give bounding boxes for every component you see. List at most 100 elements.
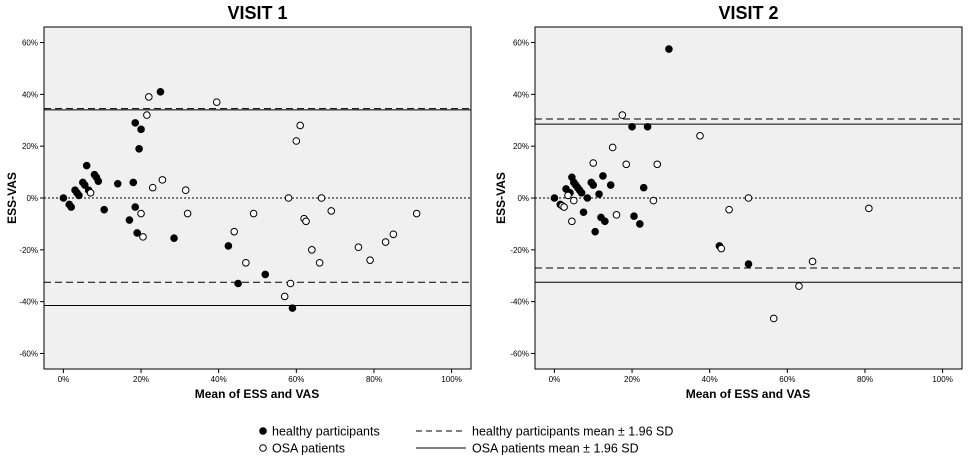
healthy-participant-point	[59, 194, 68, 202]
osa-patient-point	[139, 233, 147, 241]
healthy-participant-point	[135, 144, 143, 153]
healthy-participant-point	[137, 125, 145, 134]
x-tick-label: 80%	[857, 375, 873, 384]
healthy-participant-point	[288, 304, 297, 312]
osa-patient-point	[302, 217, 310, 226]
osa-patient-point	[86, 189, 95, 197]
healthy-participant-point	[82, 161, 91, 170]
healthy-participant-point	[591, 227, 599, 236]
osa-patient-point	[158, 176, 167, 184]
x-tick-label: 0%	[58, 375, 70, 384]
osa-patient-point	[181, 186, 190, 195]
y-tick-label: -60%	[510, 349, 529, 358]
osa-patient-point	[183, 209, 192, 218]
y-axis-title: ESS-VAS	[5, 172, 19, 224]
osa-patient-point	[744, 194, 753, 202]
osa-patient-point	[795, 282, 803, 290]
healthy-participant-point	[665, 45, 673, 53]
osa-patient-point	[568, 217, 576, 226]
osa-patient-point	[622, 160, 631, 169]
osa-patient-point	[284, 194, 293, 202]
osa-patient-point	[354, 243, 363, 252]
chart-panel-1: VISIT 1 60% 40% 20% 0% -20% -40% -60% 0% 20% 40% 60…	[5, 3, 472, 401]
osa-patient-point	[589, 159, 598, 167]
osa-patient-point	[389, 230, 398, 239]
legend-healthy-marker	[259, 427, 267, 435]
x-tick-label: 40%	[702, 375, 718, 384]
osa-patient-point	[242, 258, 250, 267]
healthy-participant-point	[577, 189, 586, 197]
healthy-participant-point	[595, 190, 603, 198]
y-tick-label: -40%	[510, 298, 529, 307]
x-axis-title: Mean of ESS and VAS	[686, 387, 810, 401]
healthy-participant-point	[75, 191, 83, 200]
osa-patient-point	[137, 209, 145, 218]
y-tick-label: -40%	[19, 298, 38, 307]
osa-patient-point	[366, 256, 374, 264]
healthy-participant-point	[156, 87, 165, 96]
healthy-participant-point	[131, 119, 140, 127]
osa-patient-point	[653, 160, 662, 169]
osa-patient-point	[212, 98, 221, 106]
osa-patient-point	[717, 244, 726, 253]
x-axis-title: Mean of ESS and VAS	[195, 387, 319, 401]
healthy-participant-point	[630, 212, 638, 220]
osa-patient-point	[296, 121, 305, 130]
y-tick-label: 60%	[513, 39, 529, 48]
healthy-participant-point	[133, 229, 141, 237]
osa-patient-point	[769, 314, 778, 323]
x-tick-label: 100%	[932, 375, 952, 384]
osa-patient-point	[608, 143, 617, 152]
osa-patient-point	[317, 194, 326, 202]
osa-patient-point	[143, 111, 151, 119]
healthy-participant-point	[80, 181, 89, 189]
osa-patient-point	[249, 209, 258, 218]
healthy-participant-point	[643, 122, 652, 131]
x-tick-label: 60%	[779, 375, 795, 384]
y-tick-label: 40%	[22, 90, 38, 99]
healthy-participant-point	[234, 279, 242, 288]
healthy-participant-point	[94, 177, 103, 185]
osa-patient-point	[292, 137, 301, 145]
x-tick-label: 80%	[366, 375, 382, 384]
osa-patient-point	[308, 246, 316, 254]
osa-patient-point	[286, 279, 295, 288]
healthy-participant-point	[67, 203, 75, 211]
osa-patient-point	[865, 204, 873, 213]
healthy-participant-point	[131, 203, 140, 211]
healthy-participant-point	[113, 179, 122, 188]
healthy-participant-point	[100, 205, 108, 214]
osa-patient-point	[570, 196, 578, 205]
osa-patient-point	[808, 257, 817, 266]
x-tick-label: 0%	[549, 375, 561, 384]
osa-patient-point	[412, 209, 421, 218]
healthy-participant-point	[636, 220, 644, 228]
healthy-participant-point	[224, 242, 233, 250]
y-tick-label: -20%	[510, 246, 529, 255]
y-tick-label: 0%	[517, 194, 529, 203]
healthy-participant-point	[550, 194, 559, 202]
healthy-participant-point	[601, 217, 609, 226]
healthy-participant-point	[589, 181, 598, 189]
legend-healthy-marker-label: healthy participants	[272, 425, 380, 439]
y-tick-label: 20%	[22, 142, 38, 151]
healthy-participant-point	[125, 216, 134, 224]
x-tick-label: 60%	[288, 375, 304, 384]
osa-patient-point	[696, 132, 704, 140]
healthy-participant-point	[261, 270, 270, 279]
legend-osa-marker	[259, 444, 267, 452]
y-tick-label: 40%	[513, 90, 529, 99]
osa-patient-point	[560, 203, 568, 211]
healthy-participant-point	[599, 172, 607, 180]
osa-patient-point	[145, 93, 153, 101]
osa-patient-point	[148, 183, 157, 192]
osa-patient-point	[327, 207, 336, 215]
healthy-participant-point	[744, 260, 753, 268]
x-tick-label: 100%	[441, 375, 461, 384]
y-tick-label: -20%	[19, 246, 38, 255]
osa-patient-point	[564, 191, 572, 200]
legend-osa-marker-label: OSA patients	[272, 442, 345, 456]
osa-patient-point	[618, 111, 627, 119]
healthy-participant-point	[606, 181, 615, 189]
